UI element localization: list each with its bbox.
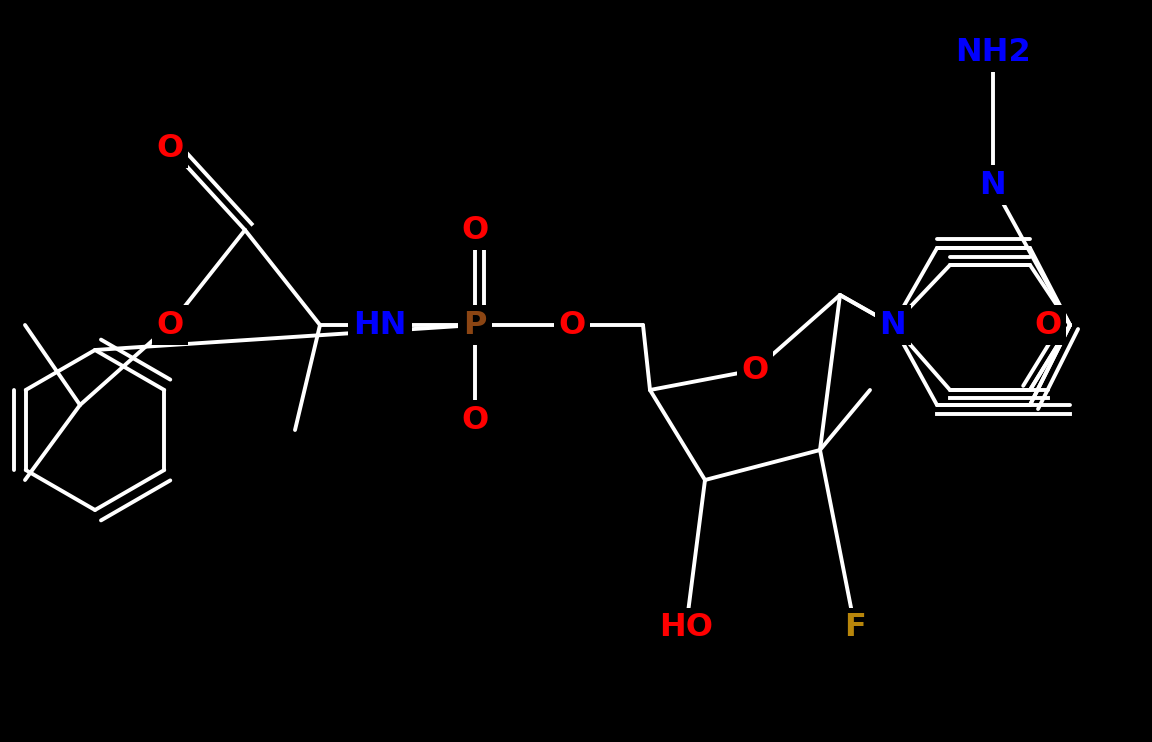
Text: O: O [157,133,183,163]
Text: HO: HO [659,612,713,643]
Text: N: N [979,169,1007,200]
Text: O: O [559,309,585,341]
Text: P: P [463,309,487,341]
Text: O: O [742,355,768,386]
Text: O: O [461,214,488,246]
Text: O: O [461,404,488,436]
Text: NH2: NH2 [955,36,1031,68]
Text: O: O [1034,309,1062,341]
Text: F: F [844,612,866,643]
Text: O: O [157,309,183,341]
Text: N: N [880,309,907,341]
Text: HN: HN [354,309,407,341]
